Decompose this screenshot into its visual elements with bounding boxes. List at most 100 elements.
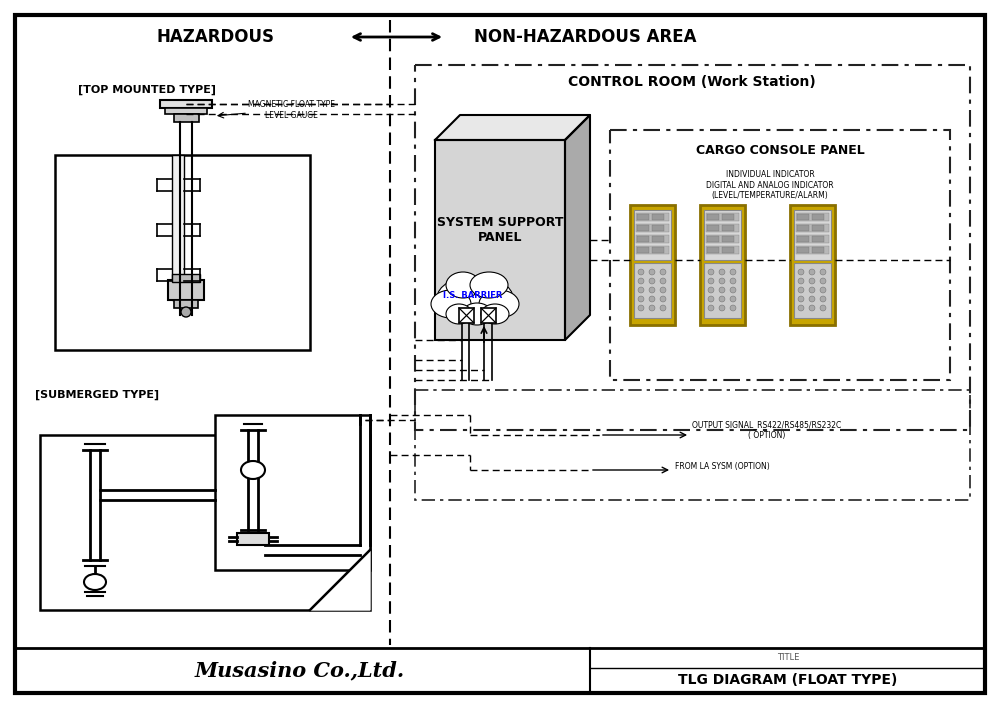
Circle shape <box>708 305 714 311</box>
Ellipse shape <box>84 574 106 590</box>
Bar <box>435 140 565 340</box>
Circle shape <box>708 269 714 275</box>
Bar <box>481 308 496 323</box>
Circle shape <box>649 287 655 293</box>
Circle shape <box>820 269 826 275</box>
Bar <box>160 100 212 108</box>
Bar <box>168 280 204 300</box>
Polygon shape <box>565 115 590 340</box>
Text: INDIVIDUAL INDICATOR
DIGITAL AND ANALOG INDICATOR
(LEVEL/TEMPERATURE/ALARM): INDIVIDUAL INDICATOR DIGITAL AND ANALOG … <box>706 170 834 200</box>
Bar <box>636 235 669 243</box>
Bar <box>652 247 664 253</box>
Text: OUTPUT SIGNAL_RS422/RS485/RS232C
( OPTION): OUTPUT SIGNAL_RS422/RS485/RS232C ( OPTIO… <box>692 421 841 440</box>
Text: [TOP MOUNTED TYPE]: [TOP MOUNTED TYPE] <box>78 85 216 95</box>
Text: [SUBMERGED TYPE]: [SUBMERGED TYPE] <box>35 390 159 400</box>
Text: NON-HAZARDOUS AREA: NON-HAZARDOUS AREA <box>474 28 696 46</box>
Circle shape <box>730 278 736 284</box>
Bar <box>637 247 649 253</box>
Bar <box>706 224 739 232</box>
Circle shape <box>708 296 714 302</box>
Bar <box>172 274 200 282</box>
Circle shape <box>809 278 815 284</box>
Circle shape <box>730 269 736 275</box>
Circle shape <box>638 296 644 302</box>
Polygon shape <box>310 550 370 610</box>
Circle shape <box>660 269 666 275</box>
Circle shape <box>708 278 714 284</box>
Text: CONTROL ROOM (Work Station): CONTROL ROOM (Work Station) <box>568 75 816 89</box>
Ellipse shape <box>241 461 265 479</box>
Bar <box>174 300 198 308</box>
Circle shape <box>708 287 714 293</box>
Circle shape <box>730 296 736 302</box>
Bar <box>415 390 970 500</box>
Bar <box>796 235 829 243</box>
Bar <box>706 213 739 221</box>
Bar <box>797 247 809 253</box>
Circle shape <box>638 305 644 311</box>
Polygon shape <box>435 115 590 140</box>
Ellipse shape <box>479 290 519 318</box>
Circle shape <box>820 278 826 284</box>
Text: TLG DIAGRAM (FLOAT TYPE): TLG DIAGRAM (FLOAT TYPE) <box>678 673 898 687</box>
Bar <box>636 224 669 232</box>
Circle shape <box>638 278 644 284</box>
Bar <box>812 225 824 231</box>
Circle shape <box>798 305 804 311</box>
Text: HAZARDOUS: HAZARDOUS <box>156 28 274 46</box>
Ellipse shape <box>437 276 513 320</box>
Circle shape <box>809 296 815 302</box>
Ellipse shape <box>481 304 509 324</box>
Circle shape <box>649 269 655 275</box>
Circle shape <box>798 269 804 275</box>
Circle shape <box>820 296 826 302</box>
Bar <box>722 236 734 242</box>
Bar <box>707 247 719 253</box>
Bar <box>812 247 824 253</box>
Bar <box>636 246 669 254</box>
Bar <box>652 214 664 220</box>
Circle shape <box>638 287 644 293</box>
Bar <box>722 247 734 253</box>
Bar <box>704 210 741 260</box>
Circle shape <box>820 287 826 293</box>
Circle shape <box>719 296 725 302</box>
Text: MAGNETIC FLOAT TYPE
LEVEL GAUGE: MAGNETIC FLOAT TYPE LEVEL GAUGE <box>248 101 335 120</box>
Bar <box>790 205 835 325</box>
Circle shape <box>730 287 736 293</box>
Circle shape <box>660 296 666 302</box>
Circle shape <box>660 278 666 284</box>
Ellipse shape <box>431 290 471 318</box>
Ellipse shape <box>462 303 492 325</box>
Bar <box>637 225 649 231</box>
Circle shape <box>649 305 655 311</box>
Bar <box>237 533 269 545</box>
Circle shape <box>719 269 725 275</box>
Bar <box>722 225 734 231</box>
Bar <box>797 236 809 242</box>
Circle shape <box>820 305 826 311</box>
Bar <box>459 308 474 323</box>
Bar <box>165 108 207 114</box>
Circle shape <box>809 269 815 275</box>
Bar <box>630 205 675 325</box>
Bar <box>55 155 310 350</box>
Bar <box>796 213 829 221</box>
Bar <box>636 213 669 221</box>
Bar <box>707 236 719 242</box>
Bar <box>415 65 970 430</box>
Bar <box>797 214 809 220</box>
Text: FROM LA SYSM (OPTION): FROM LA SYSM (OPTION) <box>675 462 770 471</box>
Bar <box>794 210 831 260</box>
Bar <box>812 214 824 220</box>
Bar <box>610 130 950 380</box>
Bar <box>652 225 664 231</box>
Circle shape <box>719 278 725 284</box>
Ellipse shape <box>470 272 508 298</box>
Circle shape <box>809 305 815 311</box>
Circle shape <box>719 287 725 293</box>
Bar <box>704 263 741 318</box>
Circle shape <box>798 296 804 302</box>
Bar <box>707 225 719 231</box>
Bar <box>700 205 745 325</box>
